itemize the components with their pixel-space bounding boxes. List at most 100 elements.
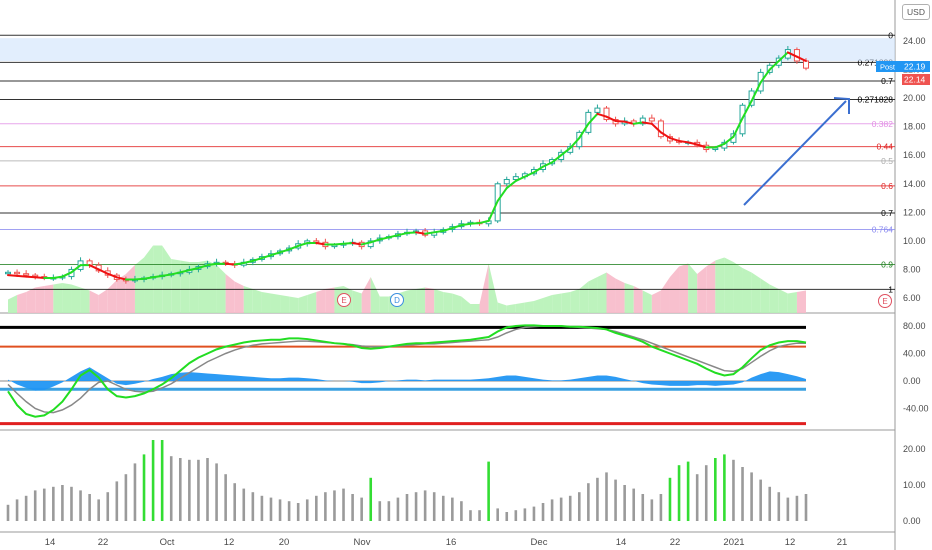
volume-bar <box>469 510 472 521</box>
volume-area-segment <box>325 287 335 313</box>
volume-bar <box>15 499 19 521</box>
volume-area-segment <box>289 296 299 313</box>
volume-area-segment <box>769 284 779 313</box>
volume-bar <box>451 497 454 521</box>
svg-text:22.19: 22.19 <box>904 62 926 72</box>
volume-area-segment <box>8 295 18 313</box>
volume-bar <box>587 483 590 521</box>
volume-area-segment <box>370 277 380 313</box>
ma-segment <box>106 272 118 279</box>
time-tick-label: 22 <box>98 537 109 548</box>
volume-bar <box>97 499 100 521</box>
volume-bar <box>659 494 663 521</box>
candlesticks <box>5 45 809 284</box>
volume-bar <box>541 503 545 521</box>
svg-text:Post: Post <box>880 63 896 72</box>
post-price-tag: Post 22.19 <box>876 61 930 72</box>
time-tick-label: 2021 <box>723 537 744 548</box>
oscillator-tick-label: 40.00 <box>903 349 926 359</box>
last-price-tag: 22.14 <box>902 74 930 85</box>
ma-segment <box>351 242 363 246</box>
volume-area-segment <box>706 260 716 313</box>
volume-bar <box>52 486 55 521</box>
volume-bar <box>732 459 735 521</box>
ma-segment <box>378 236 390 241</box>
volume-bar <box>215 463 218 521</box>
volume-area-segment <box>307 292 317 313</box>
volume-bar <box>324 492 327 521</box>
volume-area-segment <box>760 278 770 313</box>
volume-area-segment <box>497 302 507 313</box>
ma-segment <box>551 154 563 164</box>
ma-segment <box>795 55 807 62</box>
volume-bar <box>577 492 581 521</box>
fib-level-label: 0.382 <box>872 119 894 129</box>
volume-bar <box>505 512 509 521</box>
ma-segment <box>288 244 300 251</box>
volume-bar <box>432 492 436 521</box>
volume-bar <box>614 479 617 521</box>
candle-body <box>14 271 21 275</box>
volume-area-segment <box>71 284 81 313</box>
volume-bar <box>206 458 209 521</box>
volume-bar <box>233 483 237 521</box>
ma-segment <box>578 122 590 140</box>
ma-segment <box>179 269 191 274</box>
price-tick-label: 14.00 <box>903 179 926 189</box>
ma-segment <box>523 171 535 178</box>
volume-area-segment <box>778 289 788 313</box>
volume-area-segment <box>180 260 190 313</box>
volume-bar <box>142 454 146 521</box>
fib-level-label: 0 <box>888 30 893 40</box>
volume-bar <box>641 494 645 521</box>
volume-bar <box>523 508 527 521</box>
volume-area-segment <box>352 290 362 313</box>
currency-badge[interactable]: USD <box>902 4 930 20</box>
volume-bar <box>169 456 173 521</box>
ma-segment <box>759 68 771 84</box>
volume-bar <box>786 497 790 521</box>
oscillator-tick-label: 80.00 <box>903 321 926 331</box>
volume-bar <box>360 497 363 521</box>
price-tick-label: 10.00 <box>903 236 926 246</box>
volume-bar <box>804 494 808 521</box>
event-marker <box>390 293 404 307</box>
volume-area-segment <box>26 287 36 313</box>
volume-bar <box>550 499 554 521</box>
volume-bar <box>242 488 246 521</box>
volume-area-segment <box>252 289 262 313</box>
volume-area-segment <box>98 289 108 313</box>
volume-bar <box>496 508 499 521</box>
volume-tick-label: 0.00 <box>903 516 921 526</box>
volume-area-segment <box>533 298 544 313</box>
candle-body <box>648 117 655 122</box>
ma-segment <box>34 276 46 280</box>
ma-segment <box>732 117 744 138</box>
volume-bar <box>315 495 318 521</box>
ma-segment <box>25 275 37 279</box>
volume-bar <box>287 501 291 521</box>
volume-area-segment <box>144 245 154 313</box>
oscillator-histogram <box>8 367 806 391</box>
volume-area-segment <box>361 277 371 313</box>
volume-bar <box>333 490 336 521</box>
volume-area-segment <box>470 304 480 313</box>
volume-bar <box>723 454 726 521</box>
volume-area-segment <box>651 290 661 313</box>
volume-bar <box>650 499 654 521</box>
time-tick-label: 20 <box>279 537 290 548</box>
ma-segment <box>61 271 73 278</box>
volume-area-segment <box>660 277 670 313</box>
candle-body <box>803 60 809 69</box>
time-tick-label: 22 <box>670 537 681 548</box>
volume-bar <box>178 458 182 521</box>
volume-bar <box>795 495 799 521</box>
volume-bar <box>632 488 636 521</box>
ma-segment <box>460 222 472 227</box>
volume-area-segment <box>506 304 516 313</box>
ma-segment <box>786 51 798 58</box>
volume-area-segment <box>579 281 589 313</box>
volume-bar <box>514 510 518 521</box>
volume-area-segment <box>261 292 271 313</box>
volume-bar <box>704 465 708 521</box>
